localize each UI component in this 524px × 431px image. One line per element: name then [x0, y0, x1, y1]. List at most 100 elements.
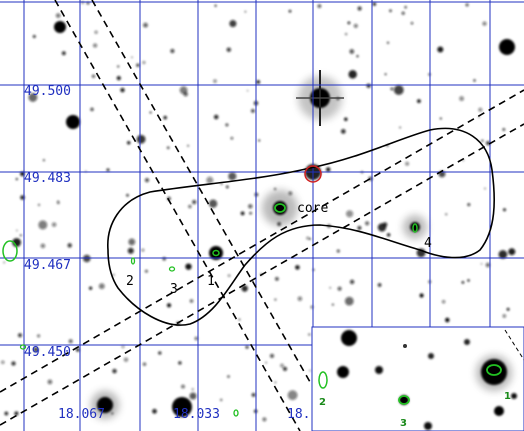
star [439, 117, 442, 120]
star [11, 361, 16, 366]
source-label-3: 3 [170, 282, 178, 297]
star [191, 388, 194, 391]
star [166, 146, 170, 150]
star [306, 236, 310, 240]
star [262, 417, 267, 422]
star [417, 99, 421, 103]
star [128, 238, 136, 246]
star [4, 411, 9, 416]
star [3, 261, 6, 264]
star [163, 115, 167, 120]
star [112, 368, 117, 374]
star [181, 384, 185, 389]
star [249, 211, 252, 215]
star [12, 238, 21, 247]
star [89, 286, 93, 290]
star [348, 70, 357, 79]
star [282, 366, 288, 371]
star [144, 178, 150, 183]
star [33, 346, 39, 353]
star [55, 13, 61, 18]
star [14, 411, 19, 416]
star [123, 357, 129, 362]
star [230, 136, 234, 140]
star [386, 233, 391, 237]
star [142, 362, 147, 366]
star [220, 183, 223, 185]
star [345, 210, 354, 218]
star [61, 51, 66, 56]
star [377, 223, 387, 232]
star [325, 167, 331, 172]
star [251, 109, 255, 113]
dec-label: 49.483 [24, 171, 71, 186]
star [377, 283, 382, 287]
star [478, 107, 483, 112]
star [185, 263, 192, 270]
source-labels: core 1 2 3 4 [126, 201, 432, 297]
star [419, 293, 424, 298]
star [98, 283, 105, 290]
star [288, 9, 292, 13]
ra-label: 18.067 [58, 407, 105, 422]
star [482, 21, 487, 26]
star [19, 234, 22, 237]
star [136, 134, 146, 144]
star [57, 200, 59, 203]
star [353, 23, 358, 28]
star [269, 353, 275, 358]
source-markers [2, 165, 418, 417]
star [308, 237, 311, 240]
star [226, 47, 232, 52]
star [274, 298, 277, 301]
star [149, 111, 152, 114]
star [225, 123, 229, 127]
star [120, 87, 125, 93]
isophote-contour [107, 127, 495, 326]
star [238, 318, 241, 321]
star [384, 73, 387, 76]
star [158, 351, 162, 355]
star [399, 126, 402, 129]
star [17, 333, 23, 338]
star [246, 89, 249, 92]
star [42, 159, 45, 162]
star [116, 76, 121, 81]
star [136, 63, 140, 68]
star [295, 265, 300, 270]
star [141, 248, 145, 252]
star [308, 333, 311, 336]
star [331, 303, 335, 306]
star [372, 2, 376, 6]
star [366, 83, 371, 88]
ra-label: 18. [287, 407, 310, 422]
star [219, 398, 223, 402]
star [484, 187, 486, 190]
star [401, 11, 405, 15]
star [287, 390, 298, 401]
star [356, 55, 359, 58]
star [227, 375, 230, 378]
star [126, 194, 129, 197]
star [445, 213, 448, 216]
star [213, 79, 217, 83]
star [280, 363, 284, 368]
star [410, 22, 414, 25]
star [227, 274, 231, 277]
star [386, 41, 390, 45]
star [28, 92, 38, 102]
star [336, 249, 340, 253]
star [275, 277, 279, 281]
star [112, 273, 115, 277]
star [91, 74, 96, 78]
star [256, 80, 261, 84]
star [329, 286, 332, 289]
star [208, 199, 218, 208]
star [1, 360, 5, 364]
source-label-1: 1 [207, 274, 215, 289]
star [357, 225, 362, 230]
star [75, 348, 80, 352]
star [131, 56, 133, 59]
star [143, 22, 148, 28]
dec-label: 49.467 [24, 258, 71, 273]
